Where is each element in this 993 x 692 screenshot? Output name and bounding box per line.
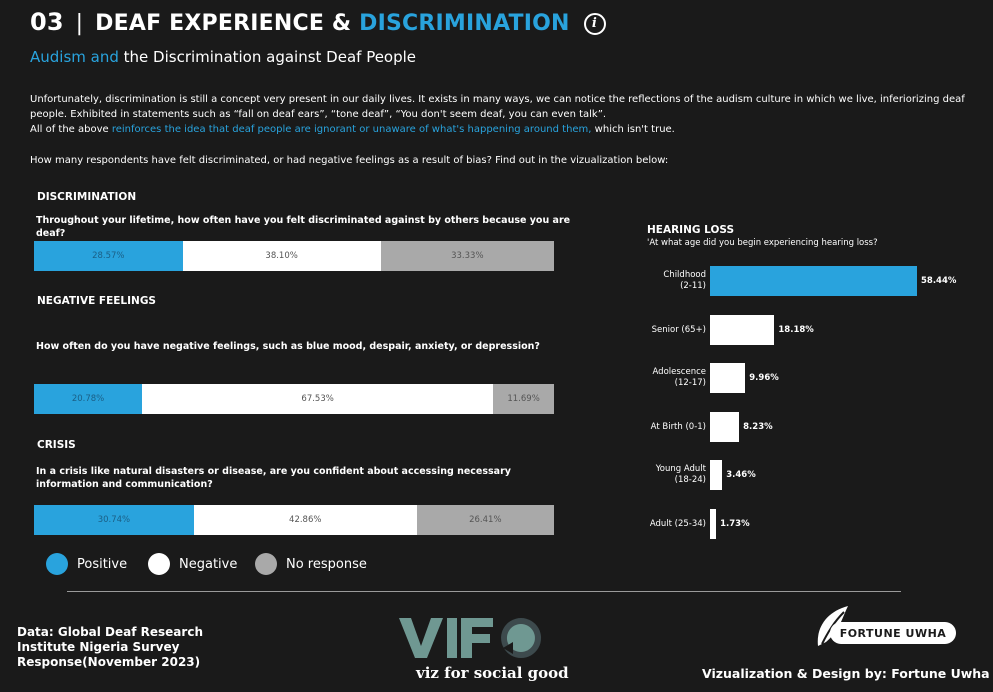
legend-negative[interactable]: Negative [148, 553, 237, 575]
viz-for-social-good-logo [399, 618, 542, 658]
crisis-positive-segment[interactable]: 30.74% [34, 505, 194, 535]
hearing-loss-category-label: Senior (65+) [606, 325, 706, 336]
hearing-loss-category-label: Young Adult (18-24) [606, 464, 706, 486]
hearing-loss-category-label: Adult (25-34) [606, 519, 706, 530]
hearing-loss-value-label: 9.96% [749, 373, 779, 384]
title-part-1: DEAF EXPERIENCE & [95, 11, 352, 36]
title-part-2: DISCRIMINATION [359, 11, 570, 36]
intro-paragraph-3: How many respondents have felt discrimin… [30, 155, 669, 166]
crisis-no-response-segment[interactable]: 26.41% [416, 505, 554, 535]
hearing-loss-bar[interactable] [710, 266, 917, 296]
legend-no-response-swatch [255, 553, 277, 575]
legend-no-response-label: No response [286, 556, 367, 572]
hearing-loss-value-label: 1.73% [720, 519, 750, 529]
crisis-question: In a crisis like natural disasters or di… [36, 466, 511, 490]
hearing-loss-category-label: Adolescence (12-17) [606, 367, 706, 389]
negative-feelings-positive-segment[interactable]: 20.78% [34, 384, 143, 414]
hearing-loss-bar[interactable] [710, 363, 746, 394]
hearing-loss-bar[interactable] [710, 411, 740, 442]
subtitle-part-1: Audism and [30, 48, 119, 66]
legend-no-response[interactable]: No response [255, 553, 367, 575]
negative-feelings-negative-segment[interactable]: 67.53% [142, 384, 494, 414]
title-separator: | [75, 11, 84, 36]
info-icon[interactable]: i [583, 13, 606, 35]
hearing-loss-value-label: 3.46% [726, 470, 756, 481]
footer-divider [67, 591, 901, 592]
discrimination-no-response-segment[interactable]: 33.33% [380, 241, 554, 271]
discrimination-stacked-bar[interactable]: 28.57% 38.10% 33.33% [34, 241, 554, 271]
hearing-loss-title: HEARING LOSS [647, 224, 735, 236]
discrimination-positive-segment[interactable]: 28.57% [34, 241, 183, 271]
hearing-loss-category-line-1: Adolescence [652, 367, 706, 378]
legend-positive[interactable]: Positive [46, 553, 127, 575]
hearing-loss-bar[interactable] [710, 460, 723, 491]
discrimination-question: Throughout your lifetime, how often have… [36, 215, 571, 239]
negative-feelings-no-response-segment[interactable]: 11.69% [493, 384, 554, 414]
discrimination-title: DISCRIMINATION [37, 191, 137, 203]
fortune-uwha-brand-badge: FORTUNE UWHA [830, 622, 956, 644]
crisis-negative-segment[interactable]: 42.86% [193, 505, 417, 535]
subtitle-part-2: the Discrimination against Deaf People [123, 48, 417, 66]
viz-for-social-good-tagline: viz for social good [416, 664, 569, 682]
dashboard-title: 03 | DEAF EXPERIENCE & DISCRIMINATION i [30, 8, 606, 36]
hearing-loss-bar[interactable] [710, 509, 717, 539]
negative-feelings-title: NEGATIVE FEELINGS [37, 295, 156, 307]
hearing-loss-value-label: 18.18% [778, 324, 814, 335]
legend-positive-label: Positive [77, 556, 128, 572]
legend-negative-label: Negative [179, 556, 238, 572]
crisis-title: CRISIS [37, 439, 76, 451]
subtitle: Audism and the Discrimination against De… [30, 48, 416, 66]
intro-p2-text-2: which isn't true. [594, 124, 675, 135]
hearing-loss-question: 'At what age did you begin experiencing … [647, 238, 878, 248]
hearing-loss-category-label: Childhood (2-11) [606, 270, 706, 292]
hearing-loss-category-line-2: (18-24) [674, 475, 706, 486]
hearing-loss-value-label: 58.44% [921, 276, 957, 286]
negative-feelings-stacked-bar[interactable]: 20.78% 67.53% 11.69% [34, 384, 554, 414]
hearing-loss-category-line-1: Senior (65+) [651, 324, 706, 335]
discrimination-negative-segment[interactable]: 38.10% [182, 241, 381, 271]
hearing-loss-category-line-1: Young Adult [655, 464, 706, 475]
intro-p2-text-1: All of the above [30, 124, 109, 135]
section-number: 03 [30, 8, 64, 36]
data-source: Data: Global Deaf Research Institute Nig… [17, 625, 203, 669]
hearing-loss-category-line-1: Adult (25-34) [649, 519, 706, 529]
intro-p2-highlight: reinforces the idea that deaf people are… [111, 124, 592, 135]
legend-negative-swatch [148, 553, 170, 575]
intro-paragraph-2: All of the above reinforces the idea tha… [30, 122, 980, 137]
hearing-loss-bar[interactable] [710, 314, 775, 345]
negative-feelings-question: How often do you have negative feelings,… [36, 341, 540, 352]
hearing-loss-category-line-2: (2-11) [680, 281, 706, 291]
legend-positive-swatch [46, 553, 68, 575]
crisis-stacked-bar[interactable]: 30.74% 42.86% 26.41% [34, 505, 554, 535]
hearing-loss-category-line-1: Childhood [663, 270, 706, 280]
design-credit: Vizualization & Design by: Fortune Uwha [702, 666, 990, 681]
hearing-loss-category-label: At Birth (0-1) [606, 422, 706, 433]
hearing-loss-category-line-2: (12-17) [674, 378, 706, 389]
hearing-loss-category-line-1: At Birth (0-1) [650, 421, 706, 432]
intro-paragraph-1: Unfortunately, discrimination is still a… [30, 94, 965, 120]
hearing-loss-value-label: 8.23% [743, 421, 773, 432]
